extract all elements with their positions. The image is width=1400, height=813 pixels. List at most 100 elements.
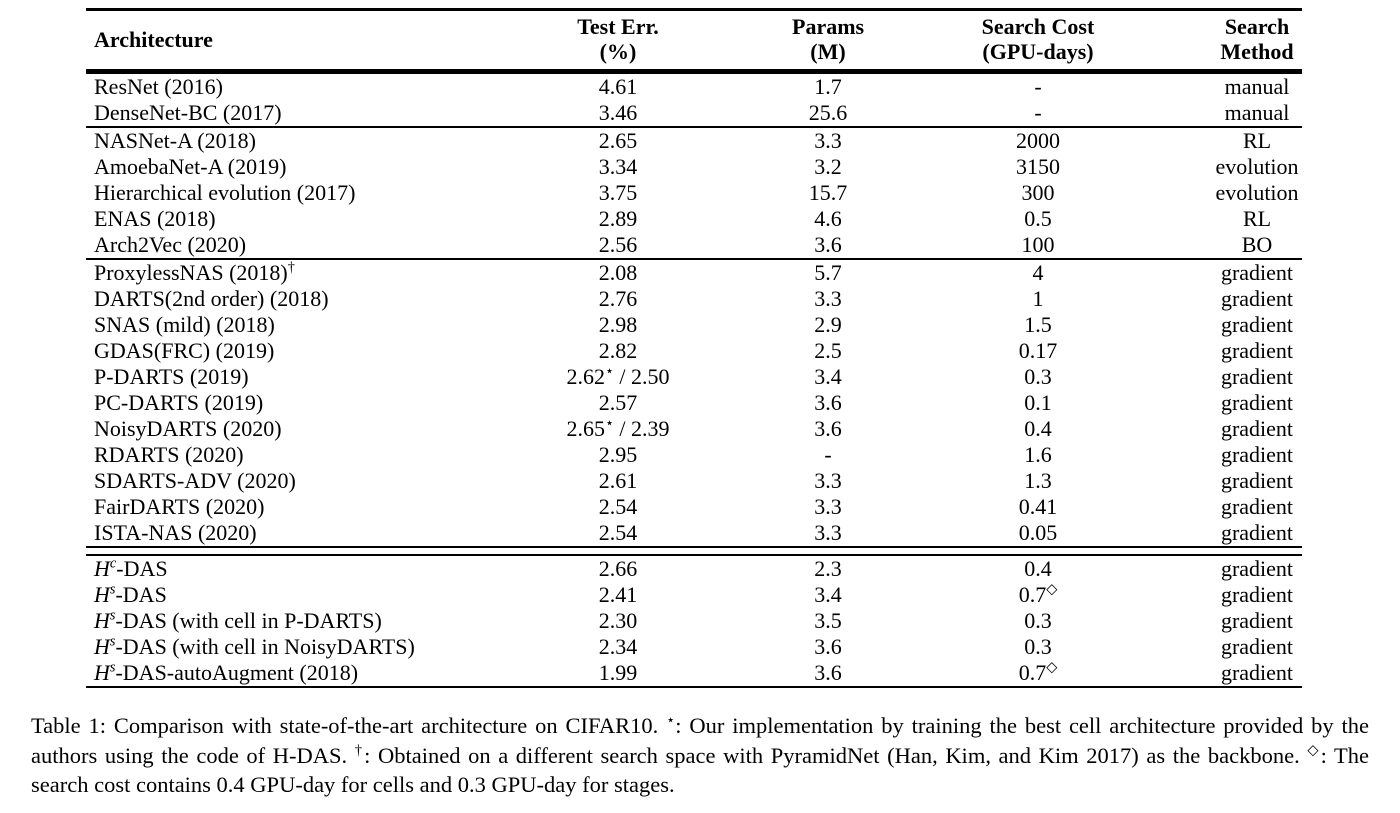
table-section-non-gradient-nas: NASNet-A (2018) 2.65 3.3 2000 RL AmoebaNet-A … — [86, 126, 1302, 259]
text-segment: 4.6 — [814, 206, 842, 231]
cell-search-method: gradient — [1212, 364, 1302, 390]
cell-test-err: 3.46 — [444, 100, 792, 127]
text-segment: DARTS(2nd order) (2018) — [94, 286, 329, 311]
text-segment: 0.3 — [1024, 364, 1052, 389]
cell-test-err: 2.41 — [444, 582, 792, 608]
text-segment: 0.3 — [1024, 608, 1052, 633]
text-segment: gradient — [1220, 660, 1294, 685]
cell-test-err: 2.61 — [444, 468, 792, 494]
text-segment: gradient — [1220, 390, 1294, 415]
col-header-test-err: Test Err. (%) — [444, 9, 792, 74]
cell-architecture: Hs-DAS-autoAugment (2018) — [86, 660, 444, 687]
text-segment: 3.6 — [814, 660, 842, 685]
text-segment: RDARTS (2020) — [94, 442, 244, 467]
text-segment: 0.1 — [1024, 390, 1052, 415]
text-segment: -DAS (with cell in NoisyDARTS) — [115, 634, 415, 659]
text-segment: 3.6 — [814, 416, 842, 441]
cell-params: 3.6 — [792, 660, 864, 687]
text-segment: s — [109, 633, 116, 650]
table-section-manual: ResNet (2016) 4.61 1.7- manual DenseNet-BC (… — [86, 72, 1302, 128]
cell-test-err: 4.61 — [444, 72, 792, 101]
text-segment: 2.82 — [598, 338, 638, 363]
cell-search-cost: 4 — [864, 258, 1212, 286]
text-segment: : Our implementation by training the bes… — [31, 713, 1369, 768]
cell-search-cost: 1.3 — [864, 468, 1212, 494]
text-segment: 3.3 — [814, 468, 842, 493]
table-caption: Table 1: Comparison with state-of-the-ar… — [31, 711, 1369, 800]
text-segment: RL — [1242, 128, 1272, 153]
text-segment: 3.3 — [814, 128, 842, 153]
text-segment: 300 — [1021, 180, 1055, 205]
table-row: Hierarchical evolution (2017) 3.75 15.7 300… — [86, 180, 1302, 206]
header-line: Method — [1220, 39, 1294, 64]
text-segment: gradient — [1220, 312, 1294, 337]
cell-test-err: 2.65 — [444, 126, 792, 154]
text-segment: 0.7 — [1018, 582, 1047, 607]
cell-test-err: 2.54 — [444, 494, 792, 520]
cell-params: 3.6 — [792, 232, 864, 259]
cell-test-err: 2.54 — [444, 520, 792, 547]
cell-search-method: gradient — [1212, 338, 1302, 364]
text-segment: gradient — [1220, 468, 1294, 493]
col-header-params: Params (M) — [792, 9, 864, 74]
cell-search-method: manual — [1212, 100, 1302, 127]
cell-search-method: gradient — [1212, 258, 1302, 286]
table-row: AmoebaNet-A (2019) 3.34 3.2 3150 evolution — [86, 154, 1302, 180]
text-segment: - — [824, 442, 832, 467]
text-segment: / 2.39 — [613, 416, 670, 441]
text-segment: -DAS-autoAugment (2018) — [115, 660, 359, 685]
text-segment: gradient — [1220, 442, 1294, 467]
text-segment: 2.5 — [814, 338, 842, 363]
text-segment: 1.6 — [1024, 442, 1052, 467]
cell-params: 5.7 — [792, 258, 864, 286]
text-segment: 2.66 — [598, 556, 638, 581]
text-segment: 0.05 — [1018, 520, 1058, 545]
text-segment: 25.6 — [808, 100, 848, 125]
text-segment: ⋆ — [604, 415, 614, 432]
text-segment: 3.3 — [814, 520, 842, 545]
cell-search-cost: 0.4 — [864, 416, 1212, 442]
table-row: Hs-DAS (with cell in NoisyDARTS) 2.34 3.6 0… — [86, 634, 1302, 660]
text-segment: 2.54 — [598, 520, 638, 545]
table-row: FairDARTS (2020) 2.54 3.3 0.41 gradient — [86, 494, 1302, 520]
text-segment: 1.3 — [1024, 468, 1052, 493]
header-line: (GPU-days) — [982, 39, 1094, 64]
cell-architecture: NoisyDARTS (2020) — [86, 416, 444, 442]
cell-search-method: RL — [1212, 126, 1302, 154]
text-segment: gradient — [1220, 556, 1294, 581]
cell-params: 3.3 — [792, 520, 864, 547]
table-row: Hs-DAS 2.41 3.4 0.7◇ gradient — [86, 582, 1302, 608]
text-segment: SNAS (mild) (2018) — [94, 312, 275, 337]
text-segment: gradient — [1220, 520, 1294, 545]
text-segment: 0.3 — [1024, 634, 1052, 659]
text-segment: -DAS — [116, 556, 168, 581]
text-segment: H — [94, 660, 110, 685]
cell-architecture: Hc-DAS — [86, 555, 444, 582]
text-segment: 3.5 — [814, 608, 842, 633]
table-row: Hc-DAS 2.66 2.3 0.4 gradient — [86, 555, 1302, 582]
cell-search-cost: 0.3 — [864, 608, 1212, 634]
text-segment: 3150 — [1016, 154, 1060, 179]
text-segment: c — [109, 555, 117, 572]
cell-architecture: FairDARTS (2020) — [86, 494, 444, 520]
text-segment: manual — [1224, 100, 1290, 125]
cell-search-method: gradient — [1212, 494, 1302, 520]
text-segment: 0.5 — [1024, 206, 1052, 231]
cell-test-err: 2.57 — [444, 390, 792, 416]
text-segment: GDAS(FRC) (2019) — [94, 338, 275, 363]
cell-test-err: 2.82 — [444, 338, 792, 364]
header-line: Search — [1224, 14, 1290, 39]
cell-search-method: gradient — [1212, 555, 1302, 582]
text-segment: Table 1: Comparison with state-of-the-ar… — [31, 713, 667, 738]
text-segment: 15.7 — [808, 180, 848, 205]
cell-params: 3.3 — [792, 286, 864, 312]
table-row: Arch2Vec (2020) 2.56 3.6 100 BO — [86, 232, 1302, 259]
text-segment: 0.4 — [1024, 416, 1052, 441]
text-segment: -DAS — [115, 582, 167, 607]
text-segment: 2.41 — [598, 582, 638, 607]
text-segment: s — [109, 659, 116, 676]
text-segment: NoisyDARTS (2020) — [94, 416, 282, 441]
text-segment: 2.98 — [598, 312, 638, 337]
cell-architecture: PC-DARTS (2019) — [86, 390, 444, 416]
text-segment: 2.08 — [598, 260, 638, 285]
